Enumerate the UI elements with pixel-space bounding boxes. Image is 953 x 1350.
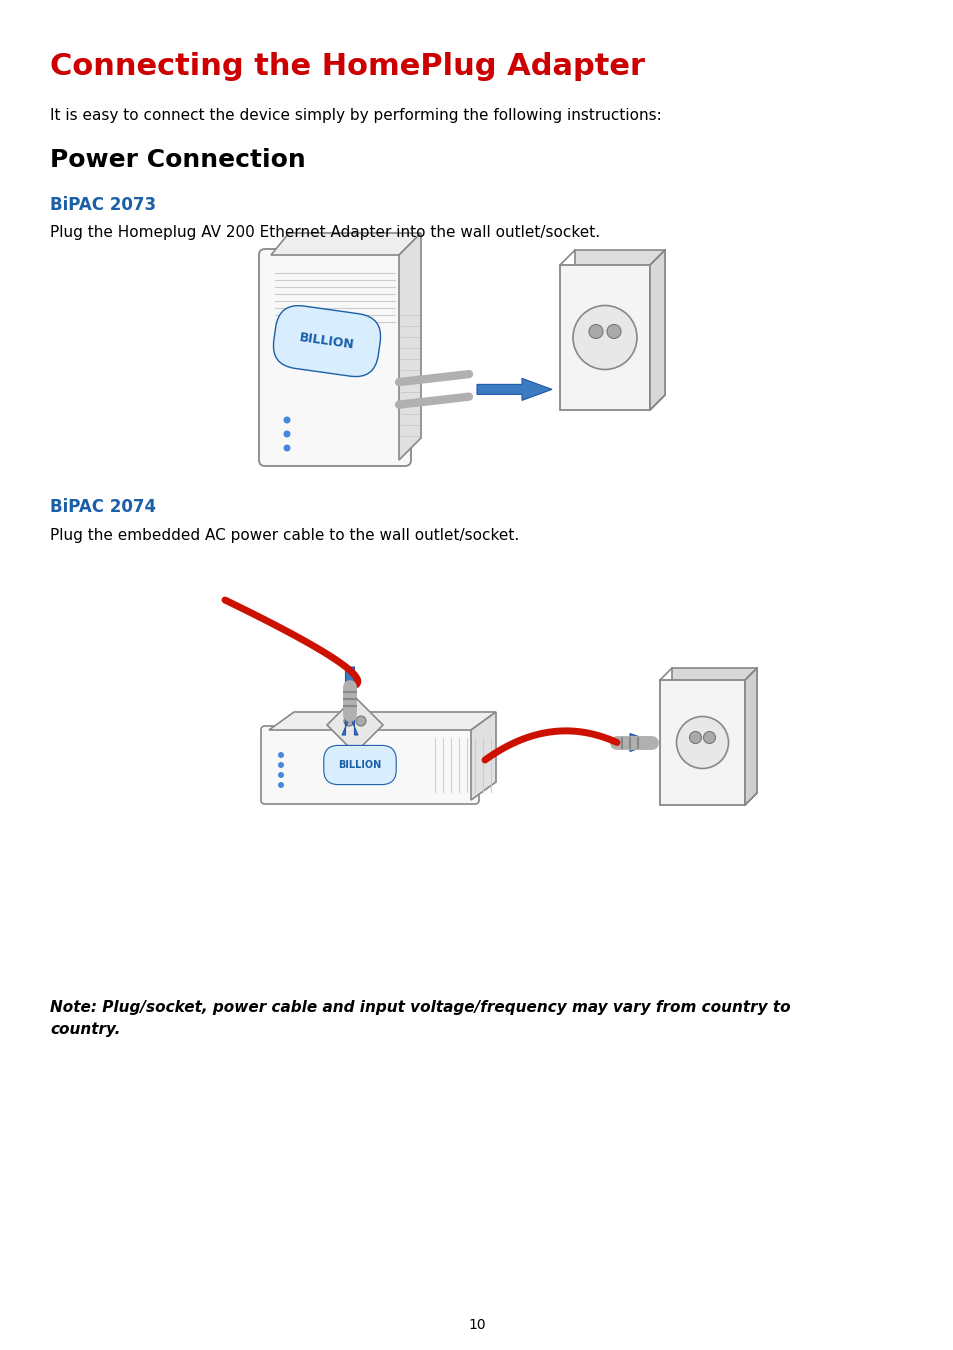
FancyBboxPatch shape <box>559 265 649 410</box>
Polygon shape <box>398 234 420 460</box>
Circle shape <box>277 782 284 788</box>
Polygon shape <box>471 711 496 801</box>
Circle shape <box>277 772 284 778</box>
Polygon shape <box>271 234 420 255</box>
Circle shape <box>283 444 291 451</box>
Circle shape <box>277 761 284 768</box>
Polygon shape <box>327 697 382 753</box>
Circle shape <box>283 431 291 437</box>
Circle shape <box>355 716 366 726</box>
Circle shape <box>702 732 715 744</box>
Text: Power Connection: Power Connection <box>50 148 305 171</box>
Polygon shape <box>612 733 655 752</box>
FancyBboxPatch shape <box>659 680 744 805</box>
Circle shape <box>606 324 620 339</box>
Text: Plug the embedded AC power cable to the wall outlet/socket.: Plug the embedded AC power cable to the … <box>50 528 518 543</box>
Text: Connecting the HomePlug Adapter: Connecting the HomePlug Adapter <box>50 53 644 81</box>
Polygon shape <box>476 378 552 401</box>
Text: It is easy to connect the device simply by performing the following instructions: It is easy to connect the device simply … <box>50 108 661 123</box>
FancyBboxPatch shape <box>261 726 478 805</box>
Text: BiPAC 2073: BiPAC 2073 <box>50 196 156 215</box>
FancyBboxPatch shape <box>258 248 411 466</box>
Circle shape <box>277 752 284 757</box>
Circle shape <box>573 305 637 370</box>
Polygon shape <box>269 711 496 730</box>
Polygon shape <box>575 250 664 396</box>
Text: 10: 10 <box>468 1318 485 1332</box>
Polygon shape <box>671 668 757 792</box>
Text: BiPAC 2074: BiPAC 2074 <box>50 498 156 516</box>
Text: BILLION: BILLION <box>338 760 381 770</box>
Circle shape <box>283 417 291 424</box>
Circle shape <box>588 324 602 339</box>
Polygon shape <box>649 250 664 410</box>
Circle shape <box>689 732 700 744</box>
Polygon shape <box>744 668 757 805</box>
Circle shape <box>676 717 728 768</box>
Text: BILLION: BILLION <box>298 331 355 351</box>
Text: Note: Plug/socket, power cable and input voltage/frequency may vary from country: Note: Plug/socket, power cable and input… <box>50 1000 790 1037</box>
Polygon shape <box>341 667 357 734</box>
Circle shape <box>344 716 354 726</box>
Text: Plug the Homeplug AV 200 Ethernet Adapter into the wall outlet/socket.: Plug the Homeplug AV 200 Ethernet Adapte… <box>50 225 599 240</box>
